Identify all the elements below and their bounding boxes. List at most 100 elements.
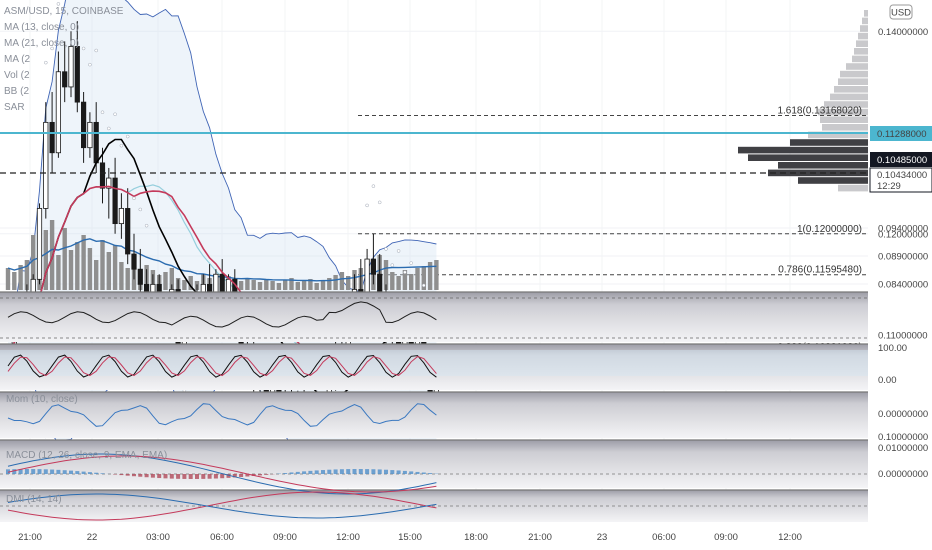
volume-bar <box>434 260 439 290</box>
macd-hist-bar <box>50 469 55 474</box>
sar-dot <box>125 134 130 139</box>
price-tick-label: 0.12000000 <box>878 229 928 240</box>
macd-hist-bar <box>226 474 231 478</box>
price-tick-label: 0.09400000 <box>878 224 928 235</box>
symbol-title[interactable]: ASM/USD, 15, COINBASE <box>4 6 124 17</box>
sar-dot <box>94 48 98 53</box>
time-tick-label: 23 <box>597 532 608 543</box>
stoch-d-line <box>7 356 437 377</box>
last-price-tag <box>870 152 932 167</box>
legend-ma[interactable]: MA (2 <box>4 54 31 65</box>
volume-bar <box>333 275 338 290</box>
indicator-panes <box>0 291 932 522</box>
candle-body <box>68 46 74 88</box>
macd-hist-bar <box>428 473 433 474</box>
legend-ma13[interactable]: MA (13, close, 0) <box>4 22 79 33</box>
dmi-plus-line <box>7 491 437 521</box>
macd-hist-bar <box>201 474 206 479</box>
macd-legend[interactable]: MACD (12, 26, close, 9, EMA, EMA) <box>6 450 167 461</box>
legend-bb[interactable]: BB (2 <box>4 86 29 97</box>
legend-sar[interactable]: SAR <box>4 102 25 113</box>
macd-hist-bar <box>245 474 250 477</box>
time-tick-label: 09:00 <box>273 532 297 543</box>
volume-bar <box>31 235 36 290</box>
volume-bar <box>327 278 332 290</box>
price-tick-label: 0.11000000 <box>878 331 928 342</box>
currency-badge-label: USD <box>891 8 911 19</box>
macd-hist-bar <box>207 474 212 479</box>
time-tick-label: 12:00 <box>778 532 802 543</box>
macd-hist-bar <box>339 469 344 474</box>
sar-dot <box>144 223 149 228</box>
time-axis[interactable]: 21:00 22 03:00 06:00 09:00 12:00 15:00 18:00 21:… <box>18 532 802 543</box>
time-tick-label: 21:00 <box>18 532 42 543</box>
macd-hist-bar <box>188 474 193 479</box>
volume-bar <box>339 272 345 290</box>
legend-ma21[interactable]: MA (21, close, 0) <box>4 38 79 49</box>
candle-body <box>62 71 68 88</box>
macd-hist-bar <box>346 469 351 474</box>
macd-hist-bar <box>75 471 80 474</box>
macd-hist-bar <box>12 469 17 474</box>
volume-bar <box>427 262 433 290</box>
macd-hist-bar <box>302 471 307 474</box>
volume-bar <box>283 280 288 290</box>
legend-block: ASM/USD, 15, COINBASE MA (13, close, 0) … <box>4 6 124 113</box>
volume-bar <box>245 278 250 290</box>
macd-hist-bar <box>31 469 36 474</box>
profile-bar <box>860 25 868 32</box>
volume-bar <box>314 283 319 290</box>
highlighted-price-tag <box>870 126 932 141</box>
macd-hist-bar <box>24 469 29 474</box>
volume-bar <box>251 280 256 290</box>
pane-tick-label: 0.00000000 <box>878 469 928 480</box>
macd-hist-bar <box>81 471 86 474</box>
macd-hist-bar <box>396 470 401 474</box>
macd-hist-bar <box>402 470 407 474</box>
price-axis-bg <box>868 0 932 550</box>
volume-bar <box>112 245 118 290</box>
price-tick-label: 0.10000000 <box>878 432 928 443</box>
volume-bar <box>264 279 269 290</box>
volume-bar <box>238 281 244 290</box>
candle-body <box>370 258 377 275</box>
macd-hist-bar <box>213 474 218 479</box>
fib-level-label: 1.618(0.13168020) <box>777 105 862 116</box>
sar-dot <box>50 46 54 51</box>
macd-hist-bar <box>150 474 155 478</box>
volume-bar <box>5 268 11 290</box>
macd-hist-bar <box>289 472 294 474</box>
volume-bar <box>43 230 48 290</box>
macd-hist-bar <box>176 474 181 479</box>
time-tick-label: 22 <box>87 532 98 543</box>
profile-bar <box>830 93 868 101</box>
currency-badge[interactable] <box>889 4 913 20</box>
profile-bar <box>790 139 868 146</box>
fib-level-label: 1(0.12000000) <box>797 224 862 235</box>
momentum-legend[interactable]: Mom (10, close) <box>6 394 78 405</box>
sar-dot <box>56 2 61 6</box>
macd-hist-bar <box>384 469 388 474</box>
candle-body <box>81 101 87 149</box>
dmi-legend[interactable]: DMI (14, 14) <box>6 494 62 505</box>
volume-bar <box>182 280 187 290</box>
macd-hist-bar <box>43 469 48 474</box>
sar-dot <box>403 270 407 274</box>
sar-dot <box>377 200 382 205</box>
macd-hist-bar <box>232 474 237 478</box>
profile-bar <box>798 177 868 184</box>
macd-signal-line <box>7 455 437 493</box>
sar-dot <box>422 283 426 288</box>
profile-bar <box>824 101 868 108</box>
macd-hist-bar <box>138 474 143 477</box>
profile-bar <box>738 146 868 154</box>
macd-hist-bar <box>144 474 149 478</box>
time-tick-label: 15:00 <box>398 532 422 543</box>
volume-bar <box>301 281 307 290</box>
candle-body <box>74 46 80 103</box>
profile-bar <box>838 184 868 192</box>
dmi-minus-line <box>7 493 437 519</box>
time-tick-label: 03:00 <box>146 532 170 543</box>
legend-vol[interactable]: Vol (2 <box>4 70 30 81</box>
